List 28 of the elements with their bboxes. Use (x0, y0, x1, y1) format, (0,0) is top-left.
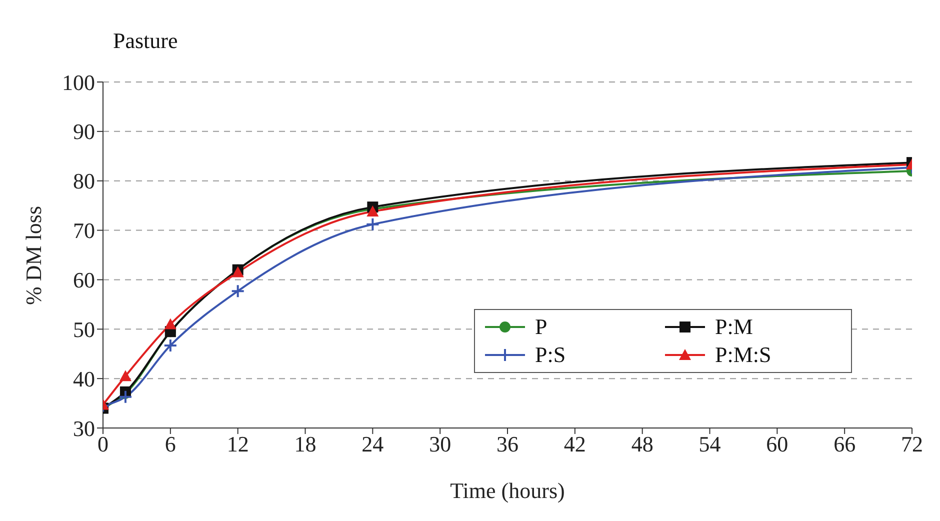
y-tick-label: 40 (73, 366, 95, 392)
x-tick-label: 18 (294, 432, 316, 457)
y-axis-title: % DM loss (20, 206, 46, 305)
legend-label: P (535, 314, 548, 340)
y-tick-label: 50 (73, 316, 95, 342)
x-tick-label: 60 (766, 432, 788, 457)
text: Pasture (113, 28, 178, 54)
x-tick-label: 72 (901, 432, 923, 457)
x-tick-label: 24 (362, 432, 384, 457)
x-axis-title: Time (hours) (450, 478, 565, 503)
x-tick-label: 30 (429, 432, 452, 457)
x-tick-label: 36 (496, 432, 518, 457)
x-tick-label: 42 (564, 432, 586, 457)
x-tick-label: 54 (698, 432, 721, 457)
y-tick-label: 100 (62, 70, 95, 95)
x-tick-label: 66 (834, 432, 856, 457)
x-tick-label: 0 (98, 432, 108, 457)
y-tick-label: 60 (73, 268, 95, 293)
y-tick-label: 90 (73, 119, 95, 144)
legend-label: P:M (715, 314, 753, 340)
legend-label: P:S (535, 342, 566, 368)
legend-label: P:M:S (715, 342, 772, 368)
x-tick-label: 48 (631, 432, 654, 457)
x-tick-label: 12 (226, 432, 249, 457)
x-tick-label: 6 (164, 432, 176, 457)
y-tick-label: 30 (73, 416, 95, 441)
y-tick-label: 70 (73, 218, 95, 244)
y-tick-label: 80 (73, 168, 95, 194)
